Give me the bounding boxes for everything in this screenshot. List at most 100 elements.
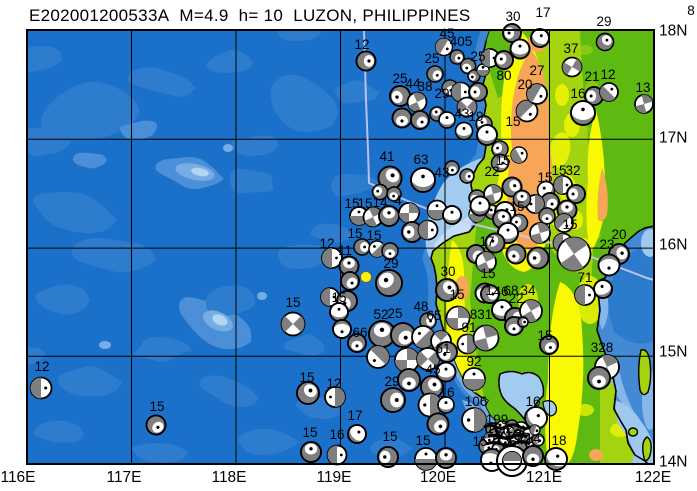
svg-text:37: 37 [563,41,578,56]
svg-text:61: 61 [435,341,450,356]
svg-text:25: 25 [424,51,439,66]
svg-text:15: 15 [285,295,300,310]
svg-text:63: 63 [413,152,428,167]
svg-text:22: 22 [484,164,499,179]
svg-text:15: 15 [149,399,164,414]
svg-text:328: 328 [591,340,614,355]
svg-text:34: 34 [520,283,536,298]
svg-text:21: 21 [584,69,599,84]
svg-text:14: 14 [372,195,388,210]
svg-text:12: 12 [600,67,615,82]
svg-text:15: 15 [495,153,510,168]
svg-text:119E: 119E [316,469,351,486]
svg-text:15: 15 [480,266,495,281]
svg-text:14: 14 [525,431,541,446]
svg-text:68: 68 [503,283,518,298]
svg-text:71: 71 [577,270,592,285]
svg-text:8: 8 [687,3,695,18]
svg-text:1: 1 [485,283,493,298]
svg-text:4: 4 [394,193,402,208]
svg-text:23: 23 [599,237,614,252]
svg-text:17: 17 [535,5,550,20]
svg-text:91: 91 [461,320,476,335]
svg-text:30: 30 [505,9,520,24]
svg-text:17: 17 [347,408,362,423]
svg-text:15: 15 [537,170,552,185]
svg-text:13: 13 [635,80,650,95]
svg-text:15: 15 [472,434,487,449]
svg-text:16N: 16N [659,237,687,254]
svg-text:20: 20 [611,227,626,242]
svg-text:92: 92 [466,354,481,369]
svg-text:65: 65 [426,308,441,323]
svg-text:116E: 116E [0,469,35,486]
svg-text:22: 22 [505,421,520,436]
svg-text:27: 27 [529,63,544,78]
svg-text:25: 25 [387,306,402,321]
svg-text:38: 38 [417,79,432,94]
svg-text:15: 15 [344,196,359,211]
svg-text:120E: 120E [420,469,456,486]
svg-text:121E: 121E [526,469,562,486]
svg-text:29: 29 [384,374,399,389]
svg-text:11: 11 [338,243,352,258]
svg-text:E202001200533A M=4.9 h= 10: E202001200533A M=4.9 h= 10 LUZON, PHILIP… [29,6,471,25]
svg-text:12: 12 [326,376,341,391]
svg-text:17: 17 [479,234,494,249]
svg-text:15: 15 [415,433,430,448]
svg-text:18N: 18N [659,23,687,40]
svg-text:12: 12 [319,236,334,251]
svg-text:52: 52 [373,307,388,322]
svg-text:12: 12 [354,37,369,52]
svg-text:29: 29 [596,14,611,29]
svg-text:32: 32 [565,163,580,178]
svg-text:19: 19 [468,109,483,124]
svg-text:15N: 15N [659,344,687,361]
svg-text:13: 13 [486,421,501,436]
svg-text:15: 15 [302,425,317,440]
svg-text:44: 44 [405,76,421,91]
svg-text:41: 41 [379,149,394,164]
svg-text:16: 16 [570,86,585,101]
svg-text:18: 18 [551,433,566,448]
svg-text:15: 15 [357,196,372,211]
svg-text:43: 43 [434,165,449,180]
svg-text:14N: 14N [659,454,687,471]
svg-text:15: 15 [347,226,362,241]
svg-text:122E: 122E [635,469,671,486]
svg-text:15: 15 [299,370,314,385]
svg-text:12: 12 [34,359,49,374]
svg-text:15: 15 [537,328,552,343]
svg-text:29: 29 [434,86,449,101]
svg-text:25: 25 [392,71,407,86]
svg-text:831: 831 [470,307,493,322]
svg-text:15: 15 [551,163,566,178]
svg-text:405: 405 [450,34,473,49]
svg-text:16: 16 [329,427,344,442]
svg-text:17N: 17N [659,130,687,147]
svg-text:80: 80 [496,68,511,83]
svg-text:66: 66 [352,325,367,340]
svg-text:15: 15 [562,217,577,232]
svg-text:29: 29 [383,256,398,271]
svg-text:15: 15 [505,114,520,129]
svg-text:15: 15 [509,199,524,214]
svg-text:16: 16 [525,394,540,409]
svg-text:43: 43 [454,106,469,121]
svg-text:20: 20 [517,77,532,92]
svg-text:46: 46 [493,284,508,299]
svg-text:15: 15 [366,228,381,243]
svg-text:48: 48 [413,299,428,314]
svg-text:25: 25 [470,49,485,64]
svg-text:106: 106 [465,394,488,409]
svg-text:16: 16 [439,385,454,400]
svg-text:199: 199 [486,412,509,427]
svg-text:118E: 118E [211,469,246,486]
svg-text:22: 22 [508,291,523,306]
svg-text:15: 15 [331,290,346,305]
svg-text:15: 15 [449,287,464,302]
svg-text:117E: 117E [106,469,141,486]
svg-text:30: 30 [440,264,455,279]
svg-text:15: 15 [382,429,397,444]
svg-text:45: 45 [425,362,440,377]
